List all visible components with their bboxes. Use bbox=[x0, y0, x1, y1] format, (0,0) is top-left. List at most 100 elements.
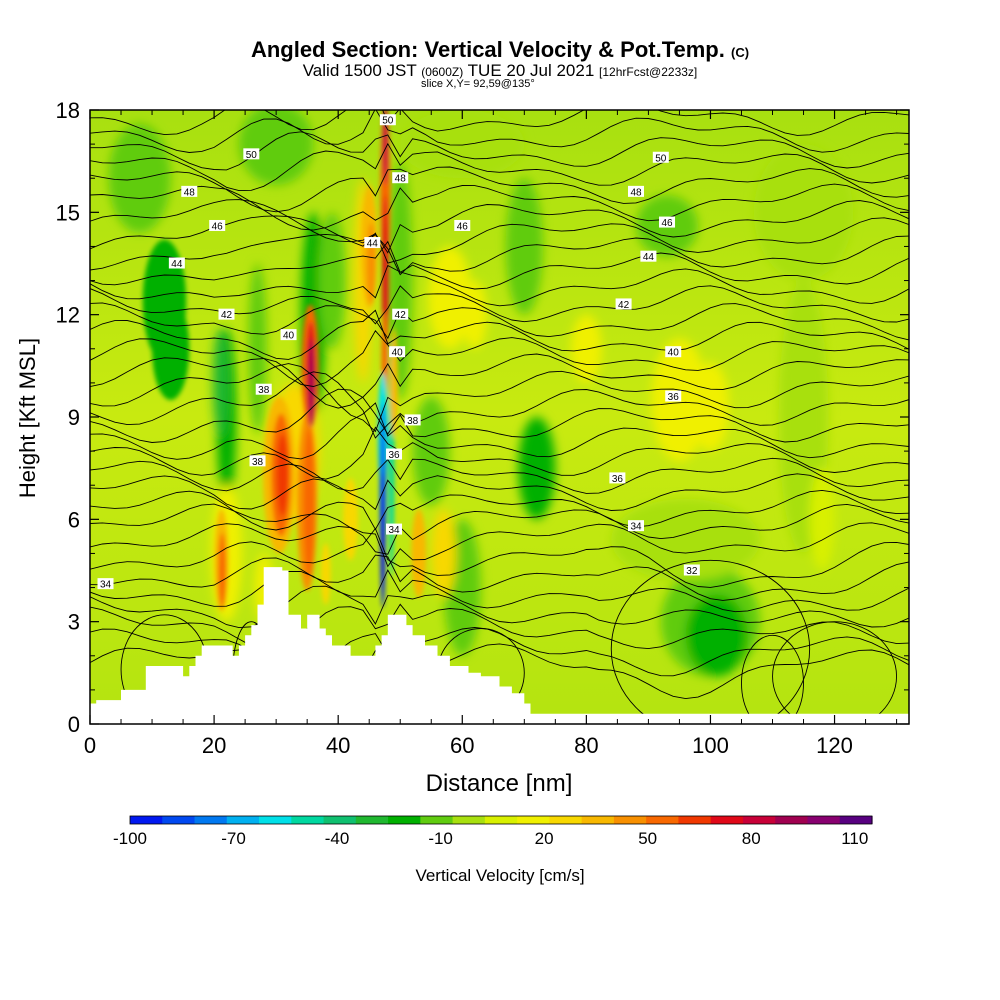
chart-subtitle: Valid 1500 JST (0600Z) TUE 20 Jul 2021 [… bbox=[302, 61, 698, 80]
colorbar-swatch bbox=[839, 816, 873, 824]
theta-contour-line bbox=[90, 554, 909, 601]
contour-label-bg bbox=[255, 383, 272, 395]
contour-label: 44 bbox=[640, 250, 657, 263]
contour-label-bg bbox=[392, 172, 409, 184]
colorbar-swatch bbox=[549, 816, 583, 824]
velocity-core bbox=[343, 478, 359, 561]
theta-contour-line bbox=[90, 388, 909, 443]
theta-contour-line bbox=[90, 457, 909, 494]
velocity-core bbox=[380, 471, 386, 608]
contour-label: 46 bbox=[659, 216, 676, 229]
theta-contour-line bbox=[90, 264, 909, 307]
velocity-core bbox=[411, 509, 427, 598]
colorbar-frame bbox=[129, 815, 873, 825]
contour-label-bg bbox=[97, 578, 114, 590]
velocity-cell bbox=[611, 498, 761, 581]
colorbar-tick-label: 20 bbox=[535, 829, 554, 848]
theta-contour-line bbox=[90, 603, 909, 651]
contour-label-text: 44 bbox=[643, 252, 655, 263]
contour-label-text: 38 bbox=[258, 385, 270, 396]
colorbar-swatch bbox=[259, 816, 292, 824]
contour-label-bg bbox=[386, 523, 403, 535]
theta-contour-line bbox=[90, 489, 909, 531]
theta-contour-line bbox=[90, 330, 909, 387]
y-tick-label: 9 bbox=[68, 405, 80, 430]
contour-label: 42 bbox=[392, 308, 409, 321]
contour-label-bg bbox=[168, 257, 185, 269]
contour-label: 44 bbox=[364, 237, 381, 250]
contour-label-text: 44 bbox=[171, 259, 183, 270]
velocity-cell bbox=[238, 110, 314, 186]
contour-label-bg bbox=[389, 346, 406, 358]
colorbar-swatch bbox=[291, 816, 325, 824]
contour-label: 40 bbox=[389, 346, 406, 359]
contour-label-text: 44 bbox=[367, 239, 379, 250]
velocity-cell bbox=[462, 280, 488, 349]
theta-contour-line bbox=[90, 569, 909, 613]
y-tick-label: 3 bbox=[68, 610, 80, 635]
colorbar-swatch bbox=[130, 816, 163, 824]
contour-label-bg bbox=[628, 520, 644, 532]
x-axis-label: Distance [nm] bbox=[426, 770, 573, 797]
contour-label: 38 bbox=[249, 455, 266, 468]
theta-contours bbox=[90, 110, 909, 724]
velocity-cell bbox=[108, 123, 171, 233]
contour-label: 38 bbox=[255, 383, 272, 396]
contour-label-text: 34 bbox=[388, 525, 400, 536]
colorbar-tick-label: 80 bbox=[742, 829, 761, 848]
theta-contour-line bbox=[90, 527, 909, 588]
colorbar-tick-label: 110 bbox=[841, 829, 868, 848]
x-tick-label: 40 bbox=[326, 733, 350, 758]
contour-label: 48 bbox=[628, 185, 644, 198]
theta-contour-line bbox=[90, 309, 909, 360]
colorbar-swatch bbox=[678, 816, 712, 824]
theta-contour-line bbox=[90, 142, 909, 192]
y-tick-label: 15 bbox=[56, 200, 80, 225]
velocity-core bbox=[218, 532, 226, 609]
velocity-core bbox=[152, 297, 190, 400]
velocity-cell bbox=[505, 178, 543, 315]
velocity-core bbox=[308, 338, 315, 428]
contour-label-text: 50 bbox=[655, 153, 667, 164]
theta-contour-line bbox=[90, 522, 909, 568]
colorbar-swatch bbox=[775, 816, 809, 824]
colorbar-swatch bbox=[226, 816, 260, 824]
velocity-cell bbox=[428, 246, 472, 349]
y-tick-label: 0 bbox=[68, 712, 80, 737]
colorbar-swatch bbox=[388, 816, 421, 824]
velocity-cores bbox=[142, 110, 427, 612]
contour-label-text: 48 bbox=[184, 187, 196, 198]
velocity-cell bbox=[809, 468, 835, 571]
colorbar-swatch bbox=[420, 816, 454, 824]
theta-contour-line bbox=[90, 585, 909, 629]
terrain bbox=[90, 567, 909, 724]
contour-label: 46 bbox=[209, 219, 226, 232]
contour-label-text: 40 bbox=[283, 331, 295, 342]
contour-label-text: 46 bbox=[457, 221, 469, 232]
contour-label-bg bbox=[364, 237, 381, 249]
contour-label: 34 bbox=[628, 520, 644, 533]
colorbar-swatch bbox=[807, 816, 841, 824]
contour-label-text: 36 bbox=[668, 392, 680, 403]
colorbar-swatch bbox=[452, 816, 486, 824]
theta-contour-line bbox=[90, 402, 909, 460]
contour-label-bg bbox=[404, 414, 421, 426]
theta-contour-line bbox=[90, 131, 909, 171]
contour-label-bg bbox=[683, 564, 700, 576]
contour-label-text: 46 bbox=[212, 221, 224, 232]
contour-label-text: 48 bbox=[395, 174, 407, 185]
velocity-core bbox=[276, 434, 288, 516]
colorbar-tick-label: -40 bbox=[325, 829, 350, 848]
y-axis-label: Height [Kft MSL] bbox=[15, 338, 40, 498]
contour-label-bg bbox=[243, 148, 260, 160]
contour-label-text: 50 bbox=[382, 116, 394, 127]
contour-label: 36 bbox=[386, 448, 403, 461]
theta-contour-loop bbox=[610, 559, 811, 724]
colorbar-swatch bbox=[355, 816, 389, 824]
contour-label-text: 34 bbox=[100, 580, 112, 591]
contour-label: 42 bbox=[615, 298, 632, 311]
contour-label-bg bbox=[218, 308, 235, 320]
colorbar-tick-label: -100 bbox=[113, 829, 147, 848]
theta-contour-line bbox=[90, 363, 909, 433]
